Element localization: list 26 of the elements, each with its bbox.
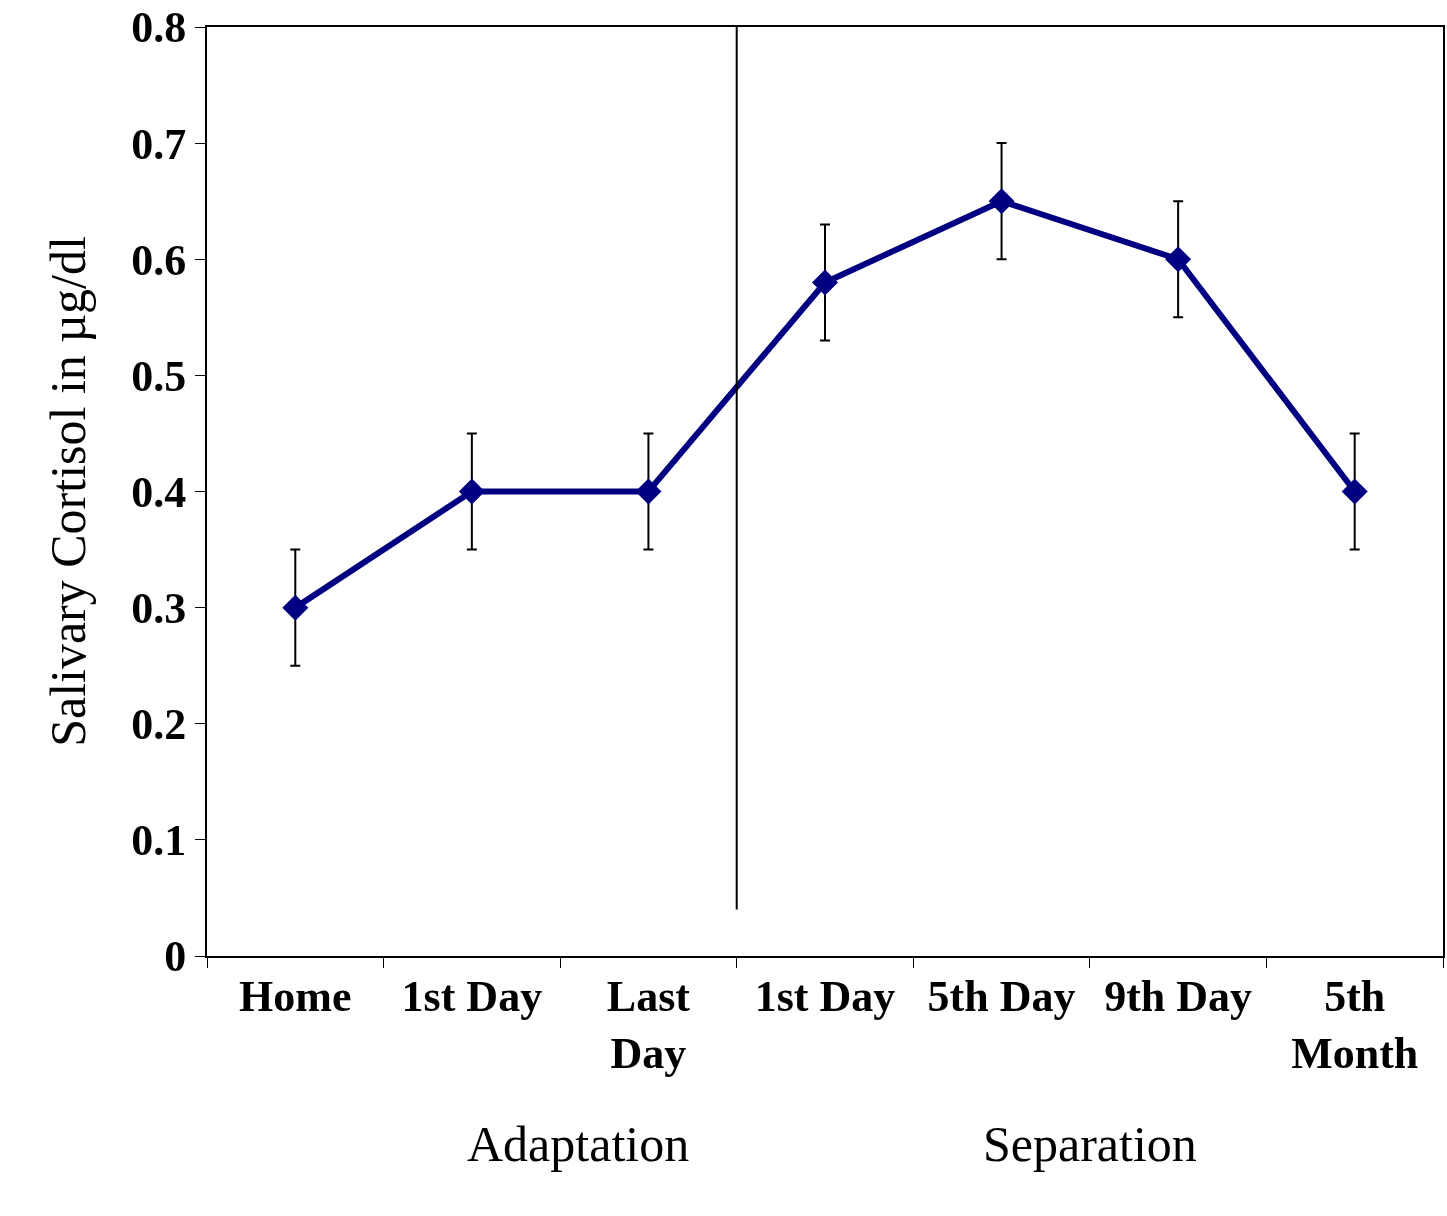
- text: Adaptation: [467, 1116, 690, 1172]
- y-tick-label: 0.4: [131, 467, 187, 517]
- text: Separation: [983, 1116, 1197, 1172]
- point: [812, 269, 838, 296]
- point: [458, 478, 485, 505]
- y-tick-label: 0.3: [131, 584, 187, 634]
- y-tick-label: 0.8: [131, 3, 187, 53]
- point: [1165, 246, 1192, 273]
- y-tick-label: 0: [164, 932, 187, 982]
- point: [635, 478, 662, 505]
- x-tick-label: 1st Day: [401, 971, 543, 1021]
- y-tick-label: 0.1: [131, 816, 187, 866]
- y-tick-label: 0.2: [131, 700, 187, 750]
- x-tick-label: 9th Day: [1104, 971, 1253, 1021]
- x-tick-label: Last Day: [606, 971, 691, 1078]
- point: [282, 594, 309, 621]
- x-tick-label: 1st Day: [754, 971, 896, 1021]
- x-tick-label: Home: [239, 971, 352, 1021]
- x-tick-label: 5th Day: [927, 971, 1076, 1021]
- point: [988, 188, 1015, 215]
- y-tick-label: 0.5: [131, 351, 187, 401]
- x-tick-label: 5th Month: [1291, 971, 1419, 1078]
- point: [1341, 478, 1368, 505]
- y-axis-title: Salivary Cortisol in µg/dl: [39, 236, 96, 747]
- y-tick-label: 0.7: [131, 119, 187, 169]
- y-tick-label: 0.6: [131, 235, 187, 285]
